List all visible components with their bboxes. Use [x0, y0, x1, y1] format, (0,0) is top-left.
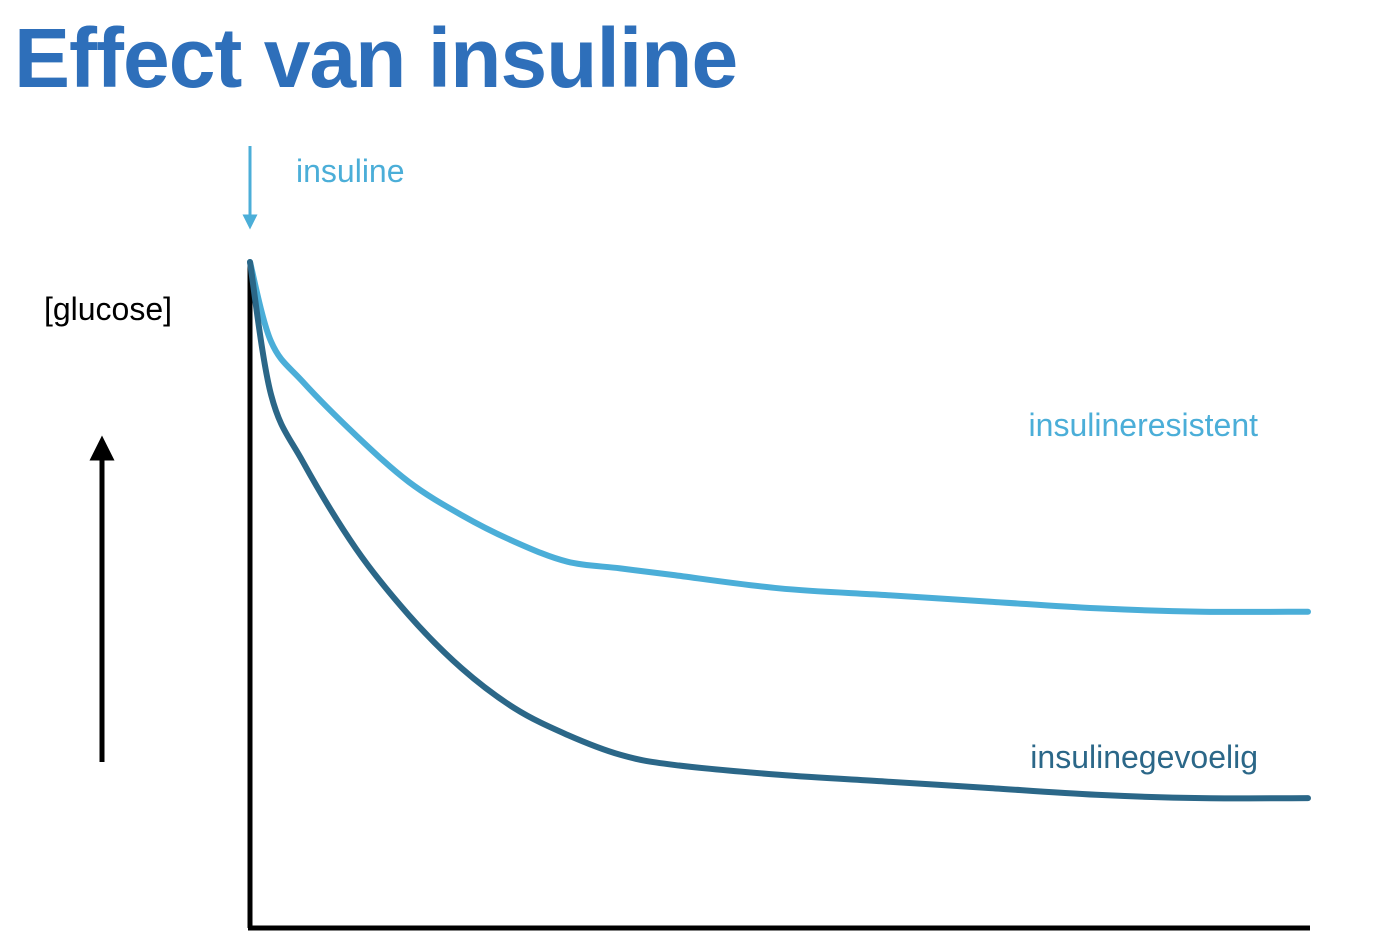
series-line-insulinegevoelig — [247, 259, 1311, 802]
series-label-insulinegevoelig: insulinegevoelig — [1030, 739, 1258, 775]
page-title: Effect van insuline — [14, 11, 738, 105]
axes — [247, 262, 1310, 931]
series-label-insulineresistent: insulineresistent — [1029, 407, 1259, 443]
insuline-annotation-label: insuline — [296, 153, 405, 189]
y-axis-label: [glucose] — [44, 291, 172, 327]
series-layer — [247, 259, 1311, 802]
series-line-insulineresistent — [247, 259, 1311, 615]
